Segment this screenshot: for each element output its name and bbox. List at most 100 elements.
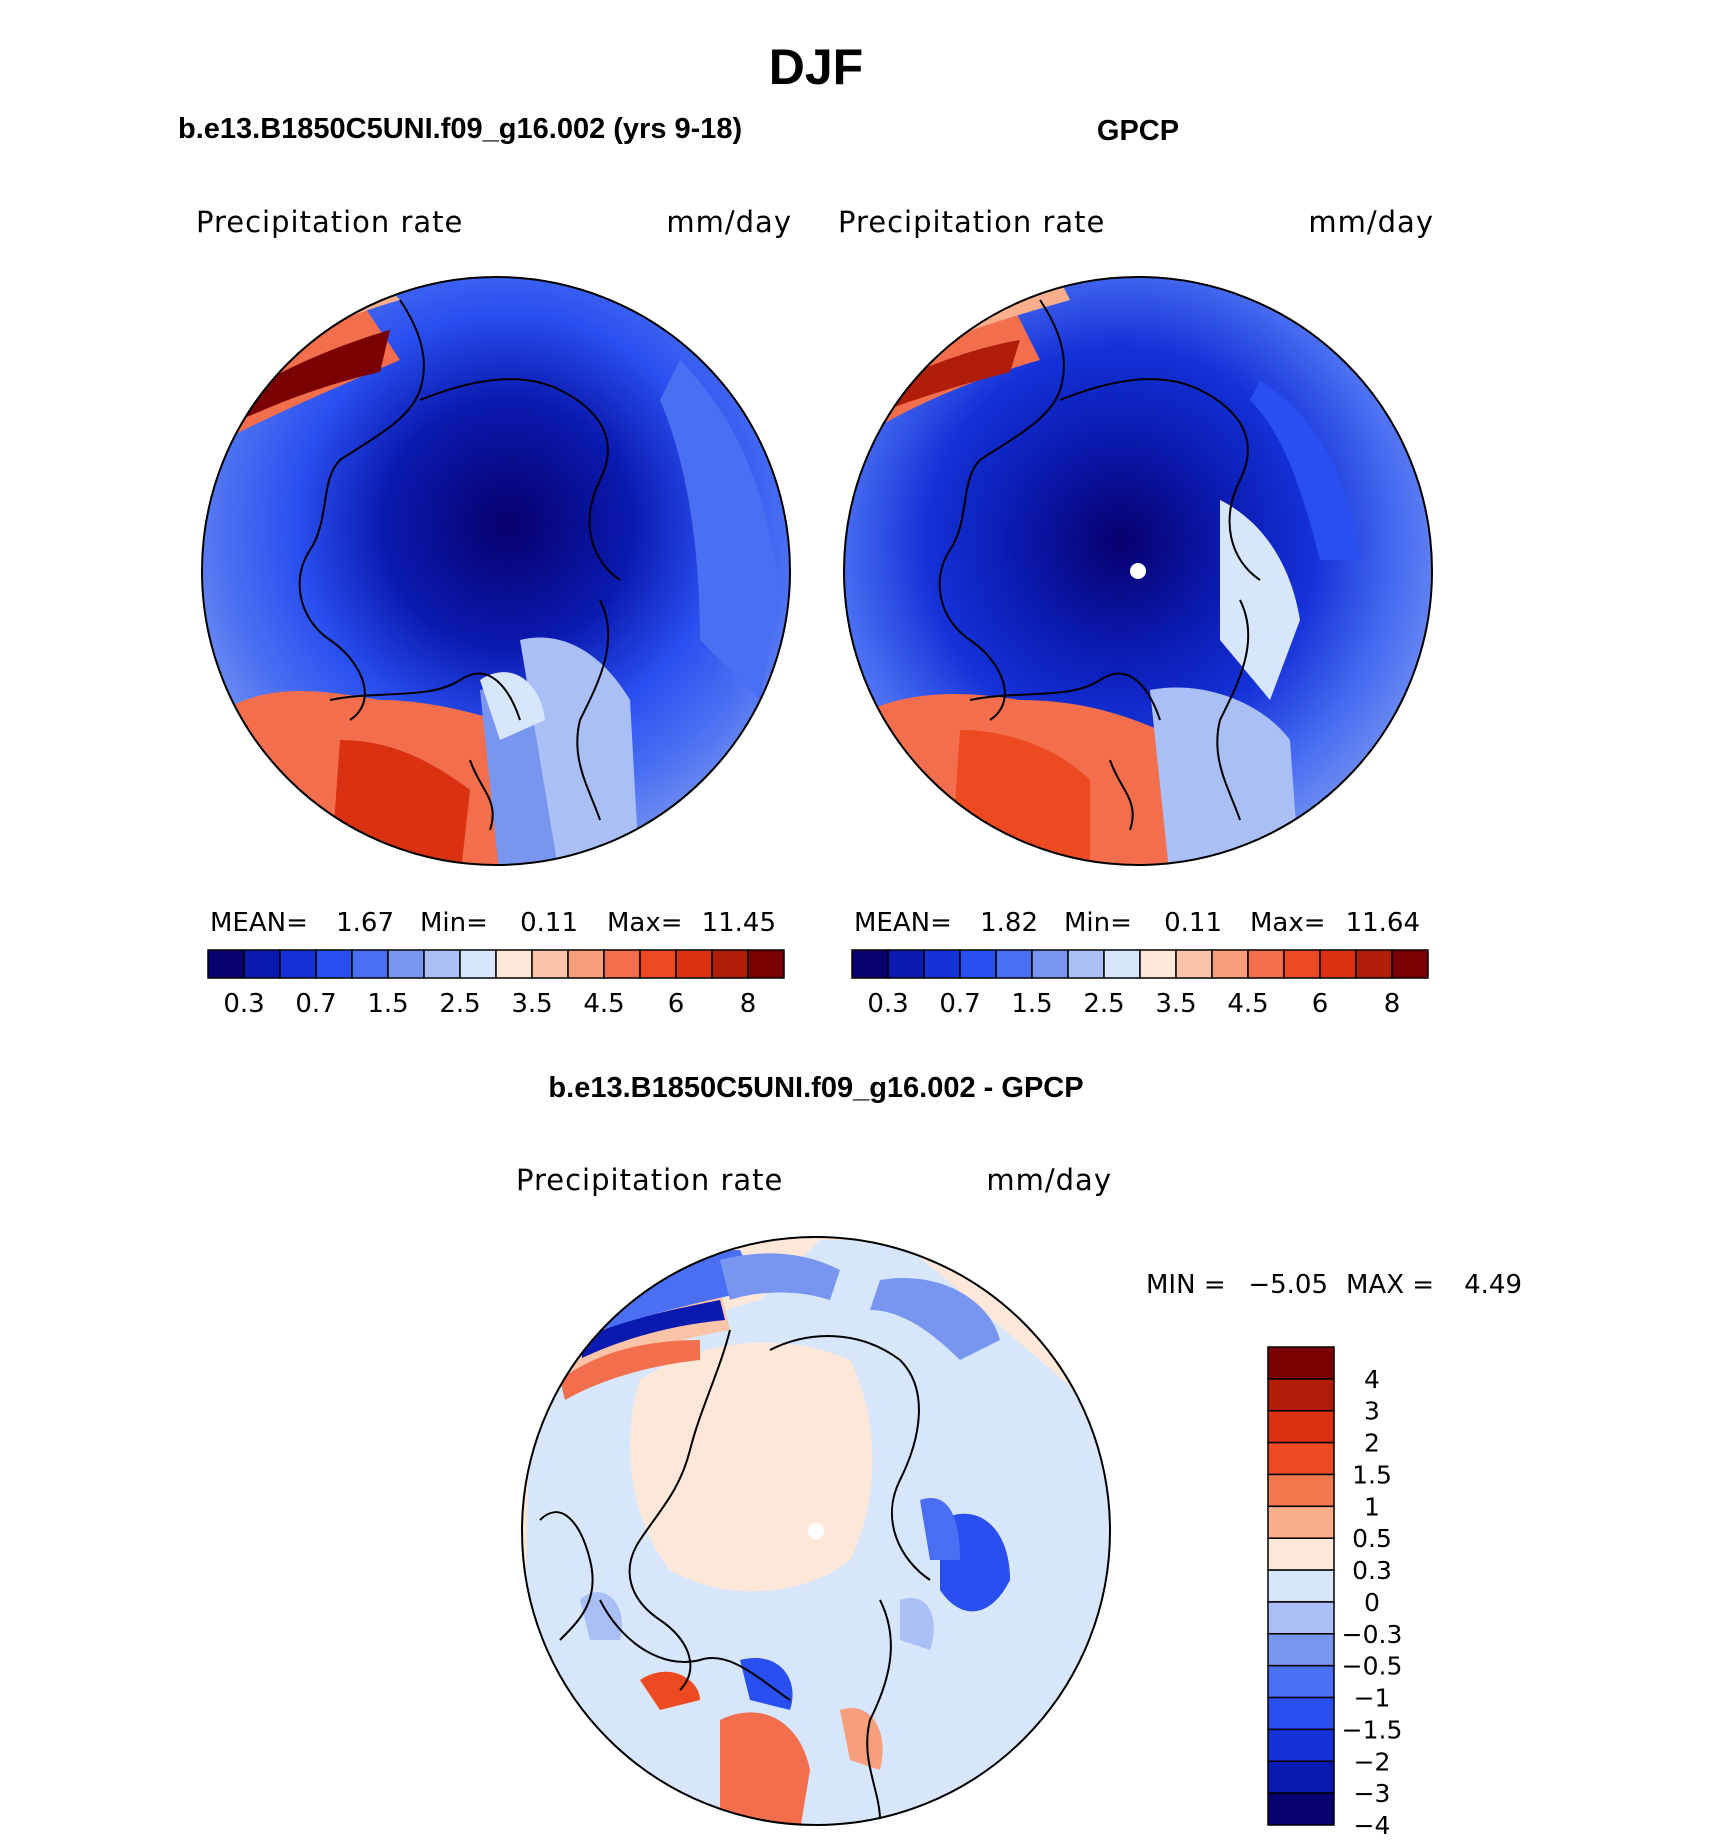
colorbar-swatch: [603, 949, 641, 979]
colorbar-tick-label: 6: [1312, 989, 1329, 1019]
colorbar-swatch: [1267, 1696, 1335, 1731]
colorbar-swatch: [1267, 1601, 1335, 1635]
colorbar-swatch: [1267, 1664, 1335, 1699]
colorbar-swatch: [1267, 1792, 1335, 1826]
colorbar-tick-label: 1: [1364, 1492, 1380, 1521]
colorbar-tick-label: 2.5: [1083, 989, 1124, 1019]
panel-model: b.e13.B1850C5UNI.f09_g16.002 (yrs 9-18) …: [178, 113, 792, 1019]
colorbar-swatch: [1067, 949, 1105, 979]
colorbar-swatch: [1267, 1346, 1335, 1380]
colorbar-swatch: [639, 949, 677, 979]
colorbar-tick-label: −1.5: [1342, 1715, 1403, 1744]
map-border: [843, 276, 1433, 866]
colorbar-swatch: [995, 949, 1033, 979]
colorbar-swatch: [423, 949, 461, 979]
max-label: Max=: [607, 908, 683, 938]
colorbar-swatch: [315, 949, 353, 979]
panel-title: GPCP: [1097, 115, 1179, 147]
colorbar-tick-label: 8: [1384, 989, 1401, 1019]
colorbar-swatch: [567, 949, 605, 979]
colorbar-swatch: [495, 949, 533, 979]
coastlines: [938, 299, 1261, 831]
colorbar-swatch: [1267, 1441, 1335, 1476]
colorbar-swatch: [747, 949, 785, 979]
panel-observations: GPCP Precipitation rate mm/day MEAN= 1.8…: [838, 115, 1434, 1019]
colorbar-tick-label: 3.5: [1155, 989, 1196, 1019]
colorbar-swatch: [1267, 1473, 1335, 1508]
map-border: [201, 276, 791, 866]
colorbar-swatch: [851, 949, 889, 979]
mean-value: 1.82: [980, 908, 1038, 938]
map-border: [521, 1236, 1111, 1826]
panel-title: b.e13.B1850C5UNI.f09_g16.002 - GPCP: [548, 1072, 1083, 1104]
polar-map: [844, 277, 1432, 865]
colorbar-swatch: [1175, 949, 1213, 979]
colorbar-tick-label: 0.3: [223, 989, 264, 1019]
min-label: Min=: [1064, 908, 1132, 938]
colorbar-tick-label: −2: [1354, 1747, 1391, 1776]
colorbar-swatch: [1139, 949, 1177, 979]
colorbar: 0.3 0.7 1.5 2.5 3.5 4.5 6 8: [851, 949, 1429, 1019]
colorbar-tick-label: 0.7: [939, 989, 980, 1019]
variable-label: Precipitation rate: [196, 205, 463, 239]
colorbar-tick-label: 6: [668, 989, 685, 1019]
colorbar-swatch: [1267, 1537, 1335, 1571]
colorbar-swatch: [1283, 949, 1321, 979]
max-value: 11.45: [702, 908, 776, 938]
colorbar-swatch: [243, 949, 281, 979]
colorbar-tick-label: −0.3: [1342, 1620, 1403, 1649]
units-label: mm/day: [986, 1163, 1112, 1197]
colorbar-swatch: [459, 949, 497, 979]
units-label: mm/day: [1308, 205, 1434, 239]
colorbar-swatch: [279, 949, 317, 979]
min-label: Min=: [420, 908, 488, 938]
colorbar-swatch: [1319, 949, 1357, 979]
max-label: Max=: [1250, 908, 1326, 938]
colorbar-swatch: [1267, 1760, 1335, 1794]
colorbar-tick-label: 2.5: [439, 989, 480, 1019]
colorbar-tick-label: 4.5: [1227, 989, 1268, 1019]
colorbar-tick-label: 0.7: [295, 989, 336, 1019]
colorbar-swatch: [387, 949, 425, 979]
panel-difference: b.e13.B1850C5UNI.f09_g16.002 - GPCP Prec…: [516, 1072, 1522, 1840]
colorbar-tick-label: 0.3: [867, 989, 908, 1019]
colorbar-swatch: [1031, 949, 1069, 979]
variable-label: Precipitation rate: [516, 1163, 783, 1197]
page-title: DJF: [769, 39, 863, 95]
colorbar-swatch: [1211, 949, 1249, 979]
stats-row: MIN = −5.05 MAX = 4.49: [1146, 1270, 1522, 1300]
polar-map: [522, 1237, 1110, 1825]
colorbar-tick-label: 0.5: [1352, 1524, 1392, 1553]
colorbar-tick-label: −3: [1354, 1779, 1391, 1808]
colorbar-tick-label: 1.5: [367, 989, 408, 1019]
colorbar-swatch: [887, 949, 925, 979]
coastlines: [539, 1329, 931, 1821]
mean-value: 1.67: [336, 908, 394, 938]
stats-row: MEAN= 1.82 Min= 0.11 Max= 11.64: [854, 908, 1420, 938]
colorbar-tick-label: 0: [1364, 1588, 1380, 1617]
colorbar-swatch: [1103, 949, 1141, 979]
colorbar-swatch: [1267, 1569, 1335, 1603]
colorbar-tick-label: 3.5: [511, 989, 552, 1019]
min-value: 0.11: [520, 908, 578, 938]
colorbar-tick-label: −4: [1354, 1811, 1391, 1840]
colorbar-swatch: [1355, 949, 1393, 979]
colorbar-tick-label: 1.5: [1352, 1460, 1392, 1489]
colorbar-swatch: [351, 949, 389, 979]
colorbar-swatch: [711, 949, 749, 979]
colorbar-swatch: [1267, 1409, 1335, 1444]
max-value: 11.64: [1346, 908, 1420, 938]
colorbar-tick-label: 4.5: [583, 989, 624, 1019]
colorbar-swatch: [959, 949, 997, 979]
colorbar-tick-label: −1: [1354, 1684, 1391, 1713]
mean-label: MEAN=: [210, 908, 308, 938]
max-value: 4.49: [1464, 1270, 1522, 1300]
colorbar-swatch: [1267, 1378, 1335, 1412]
colorbar-tick-label: 2: [1364, 1429, 1380, 1458]
mean-label: MEAN=: [854, 908, 952, 938]
min-value: −5.05: [1248, 1270, 1328, 1300]
units-label: mm/day: [666, 205, 792, 239]
colorbar-tick-label: −0.5: [1342, 1652, 1403, 1681]
colorbar-tick-label: 1.5: [1011, 989, 1052, 1019]
